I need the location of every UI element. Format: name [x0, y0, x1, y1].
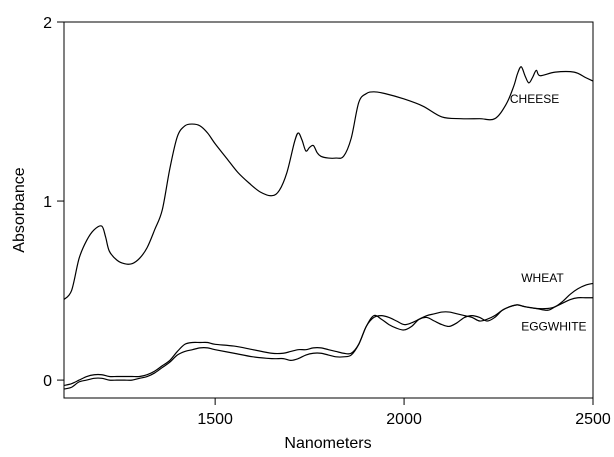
series-line-wheat [63, 282, 594, 390]
x-tick-label: 2500 [575, 411, 611, 428]
y-tick-label: 2 [43, 15, 52, 32]
tick-layer: 1500 2000 2500 0 1 2 [43, 15, 611, 428]
series-line-eggwhite [63, 296, 593, 387]
series-label-eggwhite: EGGWHITE [521, 319, 586, 333]
series-label-wheat: WHEAT [521, 271, 564, 285]
x-tick-label: 1500 [197, 411, 233, 428]
y-tick-label: 0 [43, 373, 52, 390]
series-label-cheese: CHEESE [510, 92, 559, 106]
x-axis-title: Nanometers [284, 435, 371, 452]
y-axis-title: Absorbance [11, 167, 28, 252]
x-tick-label: 2000 [386, 411, 422, 428]
y-tick-label: 1 [43, 194, 52, 211]
plot-frame [63, 21, 594, 399]
series-line-cheese [63, 66, 594, 300]
series-layer: CHEESE WHEAT EGGWHITE [63, 66, 594, 390]
